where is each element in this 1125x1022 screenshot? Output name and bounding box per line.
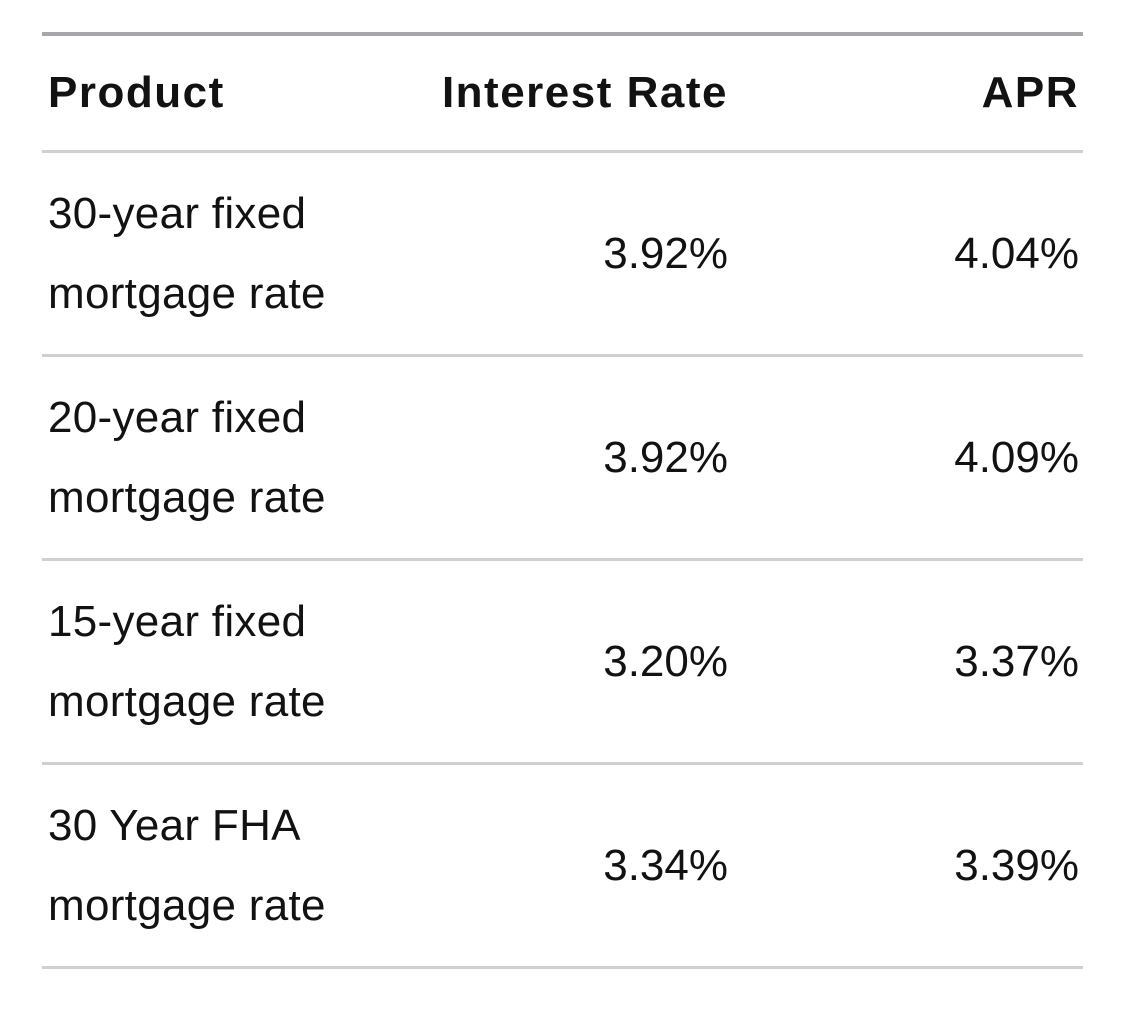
interest-rate-cell: 3.20% [603, 636, 728, 686]
column-header-interest-rate: Interest Rate [441, 68, 728, 117]
table-top-rule [42, 32, 1083, 36]
column-header-apr: APR [981, 68, 1079, 117]
table-row: 15-year fixed mortgage rate 3.20% 3.37% [42, 561, 1083, 765]
apr-cell: 3.39% [954, 840, 1079, 890]
product-cell: 30 Year FHA mortgage rate [48, 800, 326, 930]
interest-rate-cell: 3.34% [603, 840, 728, 890]
table-row: 20-year fixed mortgage rate 3.92% 4.09% [42, 357, 1083, 561]
apr-cell: 4.04% [954, 228, 1079, 278]
table-row: 30 Year FHA mortgage rate 3.34% 3.39% [42, 765, 1083, 969]
table-header-row: Product Interest Rate APR [42, 36, 1083, 153]
interest-rate-cell: 3.92% [603, 432, 728, 482]
interest-rate-cell: 3.92% [603, 228, 728, 278]
product-cell: 30-year fixed mortgage rate [48, 188, 326, 318]
apr-cell: 3.37% [954, 636, 1079, 686]
product-cell: 20-year fixed mortgage rate [48, 392, 326, 522]
table-row: 30-year fixed mortgage rate 3.92% 4.04% [42, 153, 1083, 357]
column-header-product: Product [48, 68, 225, 117]
mortgage-rates-table: Product Interest Rate APR 30-year fixed … [42, 32, 1083, 969]
product-cell: 15-year fixed mortgage rate [48, 596, 326, 726]
apr-cell: 4.09% [954, 432, 1079, 482]
